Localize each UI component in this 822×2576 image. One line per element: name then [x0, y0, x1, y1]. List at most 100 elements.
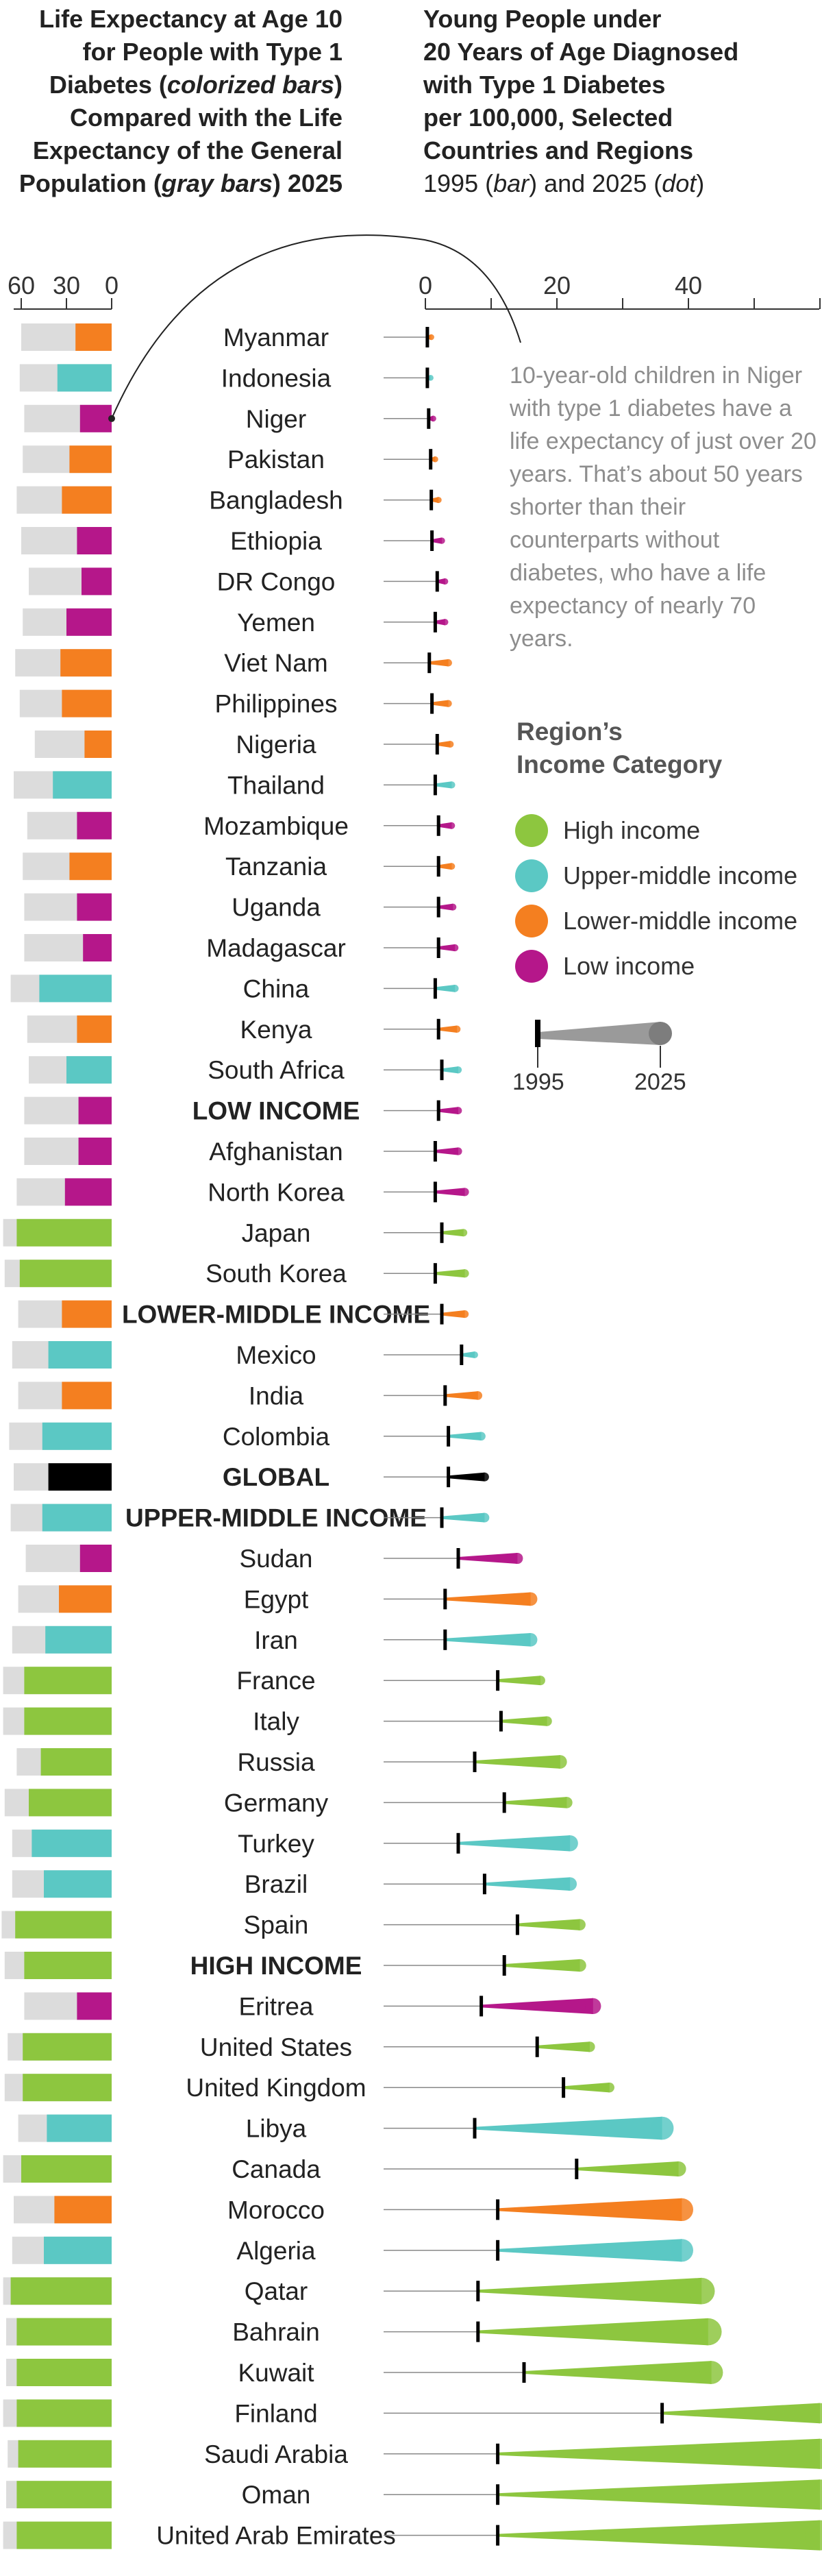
- right-tick-label: 40: [675, 271, 702, 299]
- row-label: South Africa: [208, 1056, 345, 1084]
- right-title-fragment: dot: [662, 169, 697, 197]
- incidence-2025-dot: [448, 781, 456, 789]
- incidence-1995-tick: [436, 856, 440, 877]
- incidence-2025-dot: [428, 334, 434, 341]
- row-label: Japan: [242, 1219, 311, 1247]
- incidence-wedge: [442, 1066, 458, 1074]
- incidence-wedge: [477, 2318, 708, 2346]
- right-tick-label: 20: [543, 271, 571, 299]
- incidence-wedge: [438, 822, 452, 829]
- incidence-wedge: [438, 903, 453, 911]
- row-label: Germany: [224, 1789, 329, 1817]
- life-exp-t1d-bar: [16, 2399, 112, 2427]
- incidence-1995-tick: [515, 1914, 519, 1935]
- incidence-wedge: [563, 2083, 610, 2093]
- incidence-1995-tick: [562, 2077, 566, 2098]
- row-label: United Kingdom: [186, 2074, 366, 2102]
- incidence-wedge: [501, 1716, 547, 1726]
- incidence-1995-tick: [456, 1832, 460, 1854]
- incidence-1995-tick: [443, 1629, 447, 1650]
- life-exp-t1d-bar: [40, 1748, 112, 1776]
- row-label: Mexico: [236, 1341, 316, 1369]
- row-label: Afghanistan: [209, 1138, 342, 1166]
- legend-label: Lower-middle income: [563, 907, 798, 935]
- row-label: Saudi Arabia: [204, 2440, 348, 2468]
- incidence-1995-tick: [476, 2281, 480, 2302]
- life-exp-t1d-bar: [66, 1056, 112, 1084]
- incidence-1995-tick: [427, 408, 431, 429]
- life-exp-t1d-bar: [47, 2114, 112, 2142]
- incidence-2025-dot: [805, 2438, 822, 2469]
- incidence-1995-tick: [436, 896, 440, 918]
- incidence-wedge: [662, 2403, 820, 2424]
- life-exp-t1d-bar: [21, 2155, 112, 2183]
- life-exp-t1d-bar: [23, 2074, 112, 2102]
- row-label: Niger: [246, 405, 306, 433]
- incidence-wedge: [481, 1998, 593, 2015]
- left-title-line: Diabetes (colorized bars): [0, 69, 342, 101]
- row-label: Italy: [253, 1708, 299, 1736]
- incidence-2025-dot: [442, 619, 449, 626]
- row-label: Uganda: [232, 894, 321, 922]
- legend-swatch-low: [515, 950, 548, 983]
- incidence-1995-tick: [502, 1955, 506, 1976]
- incidence-1995-tick: [443, 1588, 447, 1610]
- incidence-wedge: [504, 1959, 580, 1972]
- left-title-line: Life Expectancy at Age 10: [39, 5, 342, 33]
- life-exp-t1d-bar: [64, 1178, 112, 1206]
- life-exp-t1d-bar: [42, 1422, 112, 1450]
- legend-year-end: 2025: [634, 1069, 686, 1095]
- incidence-2025-dot: [473, 1391, 483, 1400]
- incidence-2025-dot: [430, 415, 436, 422]
- incidence-2025-dot: [448, 822, 456, 829]
- incidence-2025-dot: [523, 1592, 538, 1606]
- incidence-2025-dot: [453, 1025, 461, 1033]
- legend-label: Low income: [563, 952, 695, 980]
- row-label: Ethiopia: [230, 527, 322, 555]
- row-label: Pakistan: [227, 445, 325, 474]
- left-tick-label: 30: [53, 271, 80, 299]
- life-exp-t1d-bar: [44, 1870, 112, 1898]
- incidence-2025-dot: [573, 1959, 586, 1972]
- incidence-1995-tick: [456, 1548, 460, 1569]
- incidence-wedge: [497, 2239, 682, 2262]
- left-tick-label: 0: [105, 271, 119, 299]
- incidence-2025-dot: [471, 1351, 478, 1358]
- life-exp-t1d-bar: [16, 1218, 112, 1247]
- incidence-2025-dot: [445, 659, 452, 667]
- incidence-wedge: [437, 741, 451, 748]
- incidence-2025-dot: [460, 1188, 469, 1197]
- life-exp-t1d-bar: [15, 1911, 112, 1939]
- row-label: Colombia: [223, 1423, 330, 1451]
- incidence-1995-tick: [496, 2484, 500, 2505]
- life-exp-t1d-bar: [78, 1138, 112, 1165]
- incidence-wedge: [442, 1310, 465, 1318]
- row-label: Eritrea: [239, 1992, 314, 2020]
- right-title-line: 1995 (bar) and 2025 (dot): [423, 167, 807, 200]
- incidence-2025-dot: [461, 1310, 469, 1318]
- row-label: Thailand: [227, 771, 325, 799]
- incidence-2025-dot: [695, 2318, 722, 2346]
- legend-swatch-high: [515, 814, 548, 847]
- incidence-1995-tick: [496, 2199, 500, 2220]
- life-exp-t1d-bar: [77, 1015, 112, 1043]
- incidence-wedge: [497, 2198, 682, 2221]
- incidence-1995-tick: [476, 2321, 480, 2342]
- legend-swatch-lower-middle: [515, 905, 548, 937]
- incidence-2025-dot: [604, 2083, 614, 2093]
- incidence-wedge: [435, 1269, 465, 1278]
- row-label: India: [249, 1382, 304, 1410]
- life-exp-t1d-bar: [10, 2277, 112, 2305]
- life-exp-t1d-bar: [62, 1300, 112, 1328]
- life-exp-t1d-bar: [32, 1829, 112, 1857]
- left-title-line: Compared with the Life: [69, 103, 342, 132]
- row-label: South Korea: [206, 1260, 347, 1288]
- row-label: HIGH INCOME: [190, 1952, 362, 1980]
- incidence-wedge: [438, 863, 452, 870]
- incidence-wedge: [537, 2041, 590, 2052]
- life-exp-t1d-bar: [83, 934, 112, 961]
- row-label: Indonesia: [221, 364, 332, 392]
- incidence-wedge: [435, 985, 456, 992]
- row-label: France: [236, 1667, 315, 1695]
- incidence-1995-tick: [440, 1507, 444, 1528]
